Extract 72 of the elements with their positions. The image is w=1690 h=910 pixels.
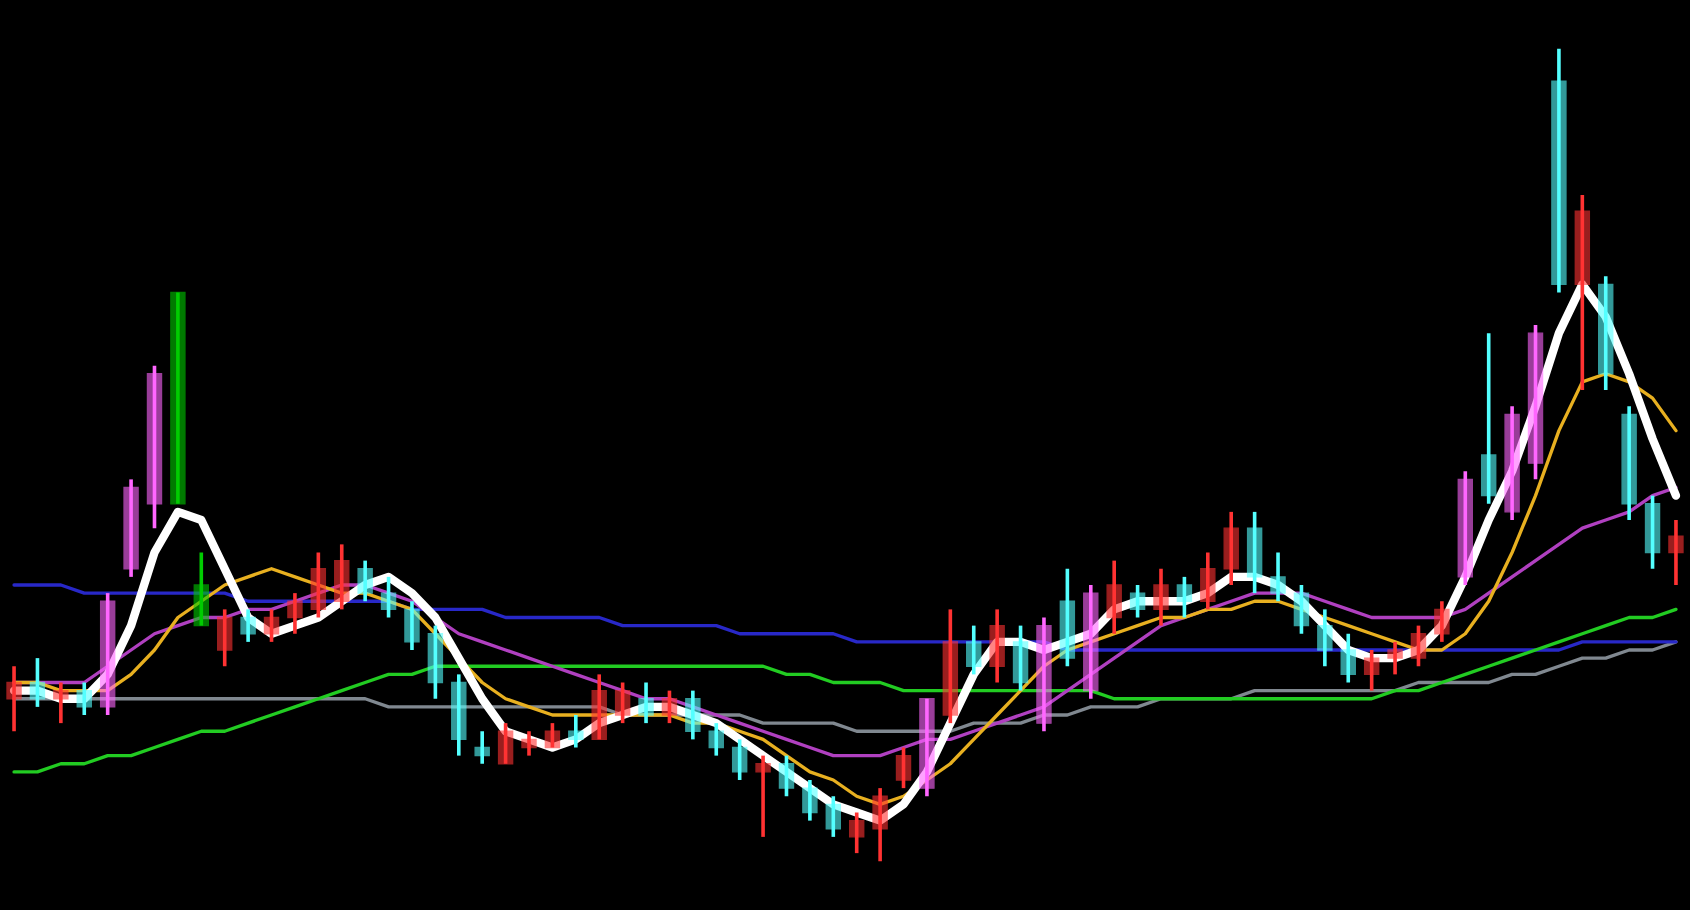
candlestick [521, 729, 537, 758]
candlestick [1129, 583, 1146, 620]
candlestick [287, 591, 303, 636]
candlestick [872, 786, 888, 864]
candlestick [1036, 615, 1052, 734]
candlestick [1083, 583, 1099, 701]
candlestick [1598, 274, 1614, 392]
candlestick [1387, 640, 1403, 677]
candlestick [825, 794, 842, 839]
candlestick [1012, 623, 1029, 693]
candlestick [216, 607, 233, 669]
candlestick [685, 688, 701, 742]
candlestick [193, 550, 210, 628]
candlestick [1457, 469, 1474, 587]
candlestick [357, 558, 373, 604]
candlestick [591, 672, 607, 742]
candlestick [334, 542, 350, 612]
candlestick [1668, 518, 1684, 587]
candlestick [146, 363, 163, 530]
candlestick [1293, 583, 1310, 636]
candlestick [638, 680, 654, 725]
candlestick [708, 721, 724, 758]
candlestick [497, 721, 514, 766]
candlestick [919, 696, 935, 799]
candlestick [1153, 566, 1169, 628]
candlestick [1574, 193, 1591, 392]
candlestick [99, 591, 116, 717]
candlestick [404, 599, 420, 652]
candlestick [755, 753, 771, 839]
candlestick [544, 721, 561, 750]
candlestick [989, 607, 1005, 685]
candlestick [614, 680, 631, 725]
candlestick [1340, 631, 1356, 685]
candlestick [427, 623, 444, 701]
candlestick [53, 680, 69, 725]
candlestick [802, 778, 818, 823]
candlestick [1480, 331, 1497, 506]
candlestick [29, 656, 46, 709]
candlestick [380, 575, 397, 620]
candlestick [1223, 510, 1239, 587]
candlestick [848, 810, 865, 855]
candlestick [474, 729, 490, 766]
candlestick [568, 713, 584, 750]
candlestick [942, 607, 959, 725]
candlestick [76, 680, 92, 717]
candlestick [1527, 323, 1544, 482]
candlestick [1410, 623, 1427, 669]
candlestick [170, 290, 186, 506]
candlestick [1317, 607, 1333, 669]
candlestick [1270, 550, 1286, 604]
candlestick [1176, 575, 1193, 620]
candlestick [1106, 558, 1122, 636]
candlestick [966, 623, 982, 677]
candlestick [123, 477, 139, 579]
candlestick [240, 607, 256, 644]
candlestick [1363, 648, 1380, 693]
candlestick [451, 672, 467, 758]
candlestick [661, 688, 678, 725]
candlestick [895, 745, 912, 790]
candlestick [1200, 550, 1216, 612]
candlestick [778, 753, 795, 799]
candlestick [310, 550, 327, 620]
candlestick [1434, 599, 1450, 644]
candlestick [1246, 510, 1263, 595]
candlestick [1059, 566, 1076, 669]
candlestick [1551, 46, 1567, 295]
candlestick [1621, 404, 1637, 522]
candlestick [1504, 404, 1520, 522]
candlestick [263, 607, 280, 644]
candlestick [6, 664, 22, 734]
candlestick [731, 737, 748, 782]
candlestick [1644, 493, 1661, 571]
